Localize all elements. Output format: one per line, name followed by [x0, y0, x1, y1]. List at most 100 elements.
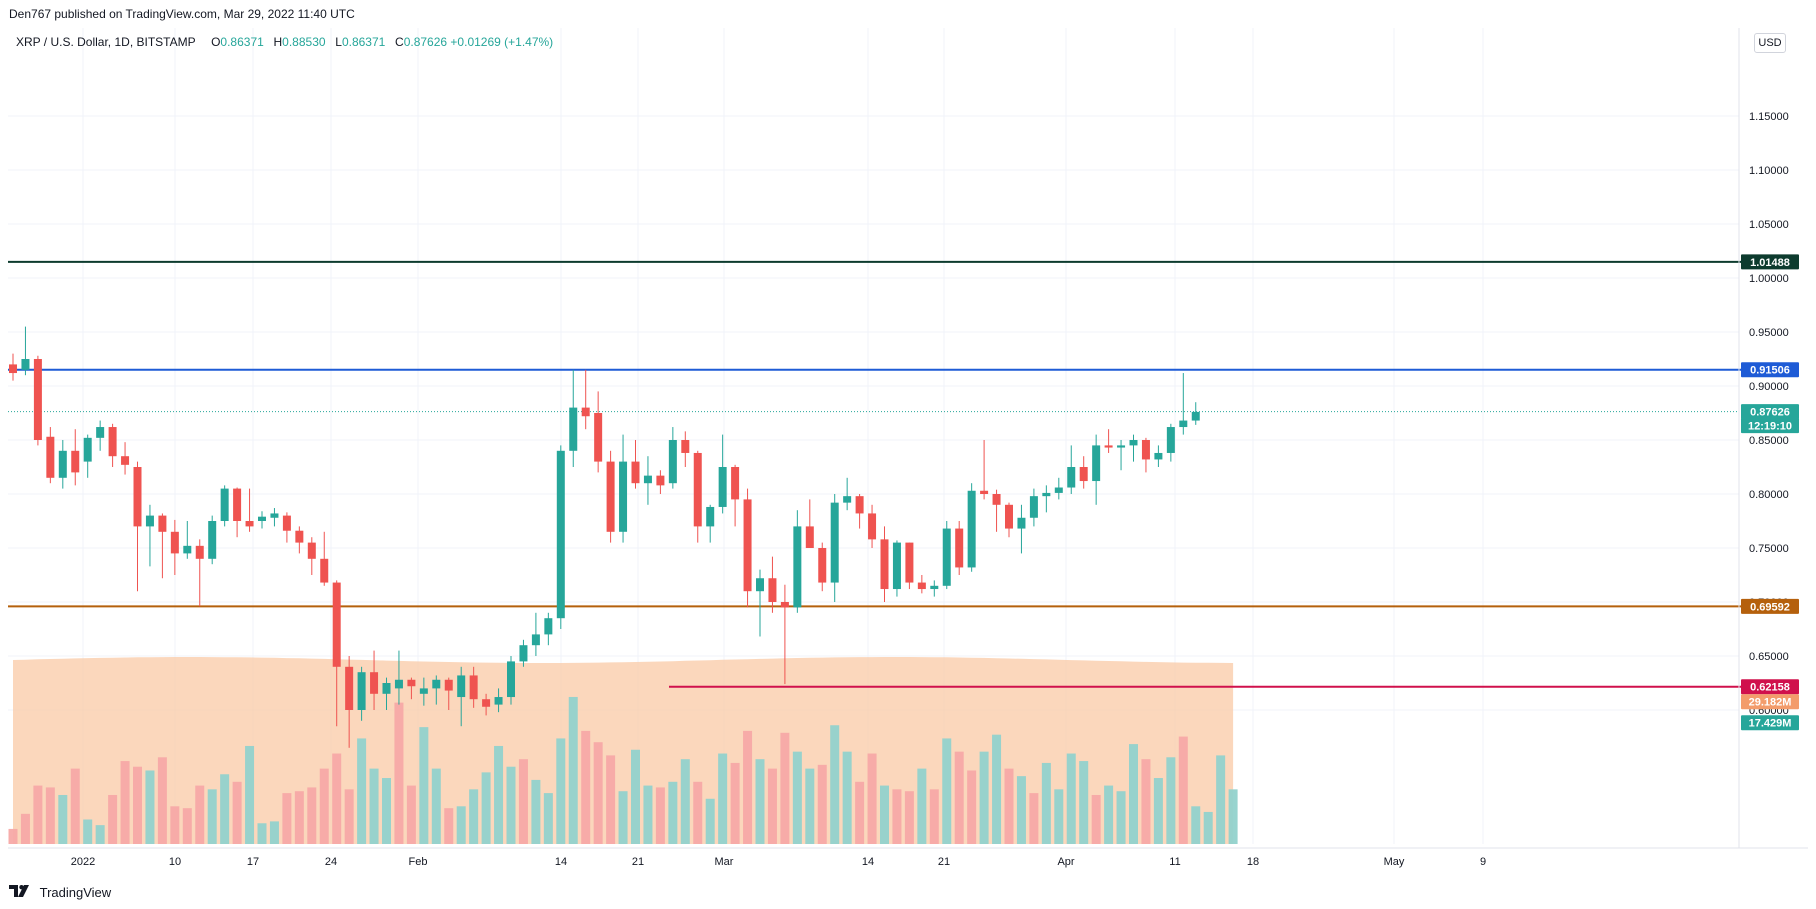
- time-tick-label: 24: [325, 856, 337, 868]
- candle-body: [756, 578, 764, 592]
- volume-bar: [892, 789, 902, 844]
- candle-body: [345, 666, 354, 710]
- volume-bar: [294, 791, 304, 844]
- volume-bar: [282, 793, 292, 844]
- candle-body: [33, 359, 42, 440]
- candle-body: [407, 679, 416, 687]
- volume-bar: [145, 770, 155, 844]
- price-tick-label: 1.00000: [1749, 273, 1789, 285]
- volume-bar: [992, 734, 1002, 844]
- candle-body: [619, 461, 628, 532]
- time-tick-label: 14: [555, 856, 567, 868]
- volume-bar: [307, 787, 317, 844]
- volume-bar: [693, 781, 703, 844]
- candle-body: [905, 542, 914, 583]
- volume-bar: [481, 772, 491, 844]
- candle-body: [656, 475, 665, 486]
- candle-body: [170, 531, 179, 554]
- candle-body: [531, 634, 540, 646]
- volume-bar: [979, 751, 989, 844]
- candle-body: [768, 578, 777, 602]
- candle-body: [469, 675, 478, 700]
- candle-body: [1029, 496, 1038, 518]
- candle-body: [569, 407, 578, 451]
- candle-body: [394, 679, 403, 689]
- legend-low-value: 0.86371: [341, 35, 386, 49]
- footer: TradingView: [9, 884, 111, 904]
- volume-bar: [1166, 757, 1176, 844]
- level-price-label: 1.01488: [1750, 257, 1790, 269]
- volume-bar: [394, 702, 404, 844]
- volume-bar: [332, 753, 342, 844]
- candle-body: [1054, 487, 1063, 493]
- level-price-label-bg: [1741, 679, 1799, 695]
- volume-bar: [1104, 785, 1114, 844]
- candle-body: [419, 688, 428, 694]
- currency-button[interactable]: USD: [1754, 33, 1786, 53]
- volume-bar: [755, 759, 765, 844]
- candle-body: [208, 521, 217, 559]
- candle-body: [693, 452, 702, 527]
- price-tick-label: 0.65000: [1749, 651, 1789, 663]
- candle-body: [830, 502, 839, 583]
- candle-body: [818, 548, 827, 583]
- volume-ma-label-bg: [1741, 694, 1799, 710]
- candle-body: [1067, 467, 1076, 488]
- candle-body: [880, 539, 889, 590]
- legend-high-value: 0.88530: [282, 35, 326, 49]
- legend-close-value: 0.87626: [403, 35, 448, 49]
- tradingview-logo-icon[interactable]: [9, 885, 31, 900]
- price-tick-label: 0.90000: [1749, 381, 1789, 393]
- candle-body: [780, 602, 789, 608]
- volume-bar: [1129, 744, 1138, 844]
- candle-body: [930, 585, 939, 590]
- price-tick-label: 0.85000: [1749, 435, 1789, 447]
- candle-body: [158, 515, 167, 532]
- volume-bar: [1228, 789, 1238, 844]
- volume-bar: [855, 781, 865, 844]
- price-tick-label: 0.95000: [1749, 327, 1789, 339]
- volume-bar: [668, 781, 678, 844]
- volume-bar: [319, 768, 329, 844]
- volume-bar: [1041, 762, 1051, 844]
- chart-frame[interactable]: 1.15000 1.10000 1.05000 1.00000 0.95000 0.900…: [8, 28, 1808, 878]
- price-tick-label: 1.05000: [1749, 219, 1789, 231]
- level-price-label: 0.62158: [1750, 682, 1790, 694]
- volume-bar: [1216, 755, 1226, 844]
- volume-bar: [456, 806, 466, 844]
- volume-bar: [8, 828, 18, 844]
- legend-low-label: L: [335, 35, 342, 49]
- footer-brand[interactable]: TradingView: [39, 885, 112, 901]
- volume-bar: [1079, 761, 1089, 844]
- volume-bar: [195, 785, 205, 844]
- candle-body: [195, 545, 204, 559]
- candle-body: [706, 506, 715, 527]
- candle-body: [21, 359, 30, 370]
- candle-body: [1005, 504, 1013, 529]
- volume-bar: [1054, 789, 1064, 844]
- legend-high-label: H: [273, 35, 283, 49]
- volume-bar: [406, 785, 416, 844]
- time-tick-label: 2022: [71, 856, 95, 868]
- volume-bar: [842, 751, 852, 844]
- volume-bar: [792, 751, 802, 844]
- volume-bar: [232, 781, 242, 844]
- last-price-label: 0.87626: [1750, 407, 1790, 419]
- time-tick-label: May: [1384, 856, 1405, 868]
- candle-body: [1117, 445, 1126, 448]
- volume-bar: [618, 791, 628, 844]
- candle-body: [307, 542, 316, 559]
- volume-bar: [967, 770, 977, 844]
- volume-bar: [20, 813, 30, 844]
- chart-svg[interactable]: 1.15000 1.10000 1.05000 1.00000 0.95000 0.900…: [8, 28, 1808, 878]
- level-price-label-bg: [1741, 254, 1799, 270]
- volume-bar: [1191, 806, 1201, 844]
- candle-body: [270, 513, 279, 518]
- volume-bar: [817, 764, 827, 844]
- volume-bar: [95, 825, 105, 844]
- candle-body: [121, 456, 130, 465]
- candle-body: [556, 450, 565, 619]
- volume-bar: [1141, 759, 1151, 844]
- candle-body: [245, 521, 254, 527]
- candle-body: [1017, 517, 1026, 529]
